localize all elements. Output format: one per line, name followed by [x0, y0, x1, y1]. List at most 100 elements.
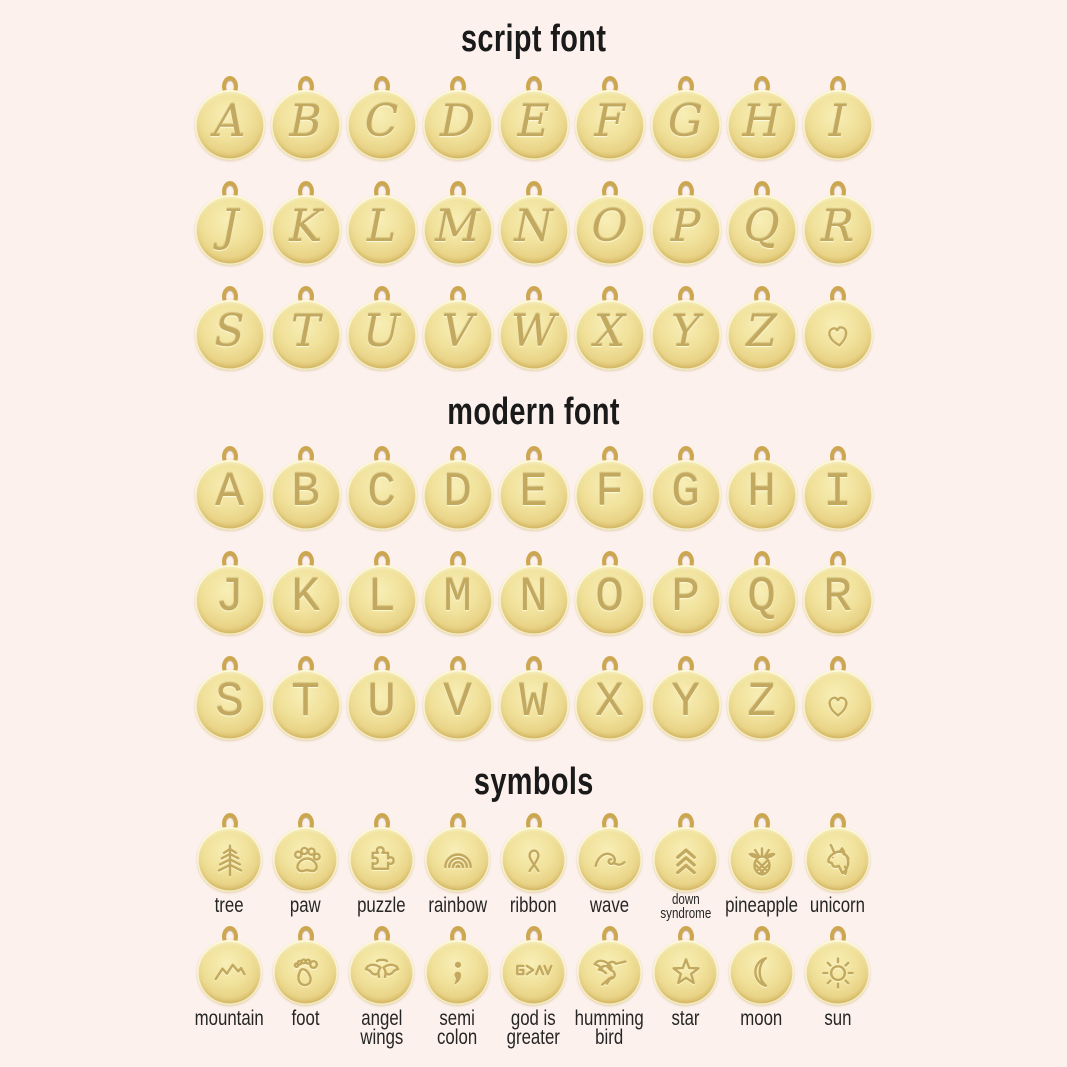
script-font-charms: A B C D E F G: [0, 75, 1067, 370]
charm-script-K: K: [268, 180, 344, 265]
charm-modern-M: M: [420, 551, 496, 636]
symbol-label: pineapple: [725, 894, 798, 918]
symbol-label: unicorn: [809, 894, 866, 918]
engraved-letter: K: [289, 201, 322, 253]
charm-script-H: H: [724, 75, 800, 160]
charm-script-U: U: [344, 285, 420, 370]
charm-disc: W: [498, 670, 569, 741]
symbol-label: god is greater: [506, 1006, 561, 1049]
charm-disc: A: [194, 89, 265, 160]
charm-disc: E: [498, 89, 569, 160]
charm-script-B: B: [268, 75, 344, 160]
charm-script-G: G: [648, 75, 724, 160]
charm-disc: [802, 299, 873, 370]
charm-modern-W: W: [496, 656, 572, 741]
semicolon-icon: [453, 961, 461, 985]
modern-row-1: A B C D E F G: [0, 446, 1067, 531]
charm-disc: [501, 939, 566, 1005]
unicorn-icon: [826, 843, 850, 875]
engraved-letter: H: [742, 96, 781, 148]
charm-disc: [273, 827, 338, 893]
charm-script-S: S: [192, 285, 268, 370]
symbols-title: symbols: [473, 761, 594, 804]
charm-script-J: J: [192, 180, 268, 265]
modern-row-3: S T U V W X Y: [0, 656, 1067, 741]
charm-disc: P: [650, 565, 721, 636]
charm-symbol-god-is-greater: god is greater: [496, 925, 572, 1049]
charm-disc: L: [346, 565, 417, 636]
hummingbird-icon: [593, 959, 627, 986]
charm-disc: N: [498, 565, 569, 636]
charm-disc: M: [422, 194, 493, 265]
engraved-letter: N: [514, 201, 553, 253]
symbol-label: sun: [823, 1006, 852, 1030]
engraved-letter: O: [591, 201, 628, 253]
pineapple-icon: [748, 846, 775, 876]
charm-disc: H: [726, 89, 797, 160]
charm-symbol-down-syndrome: down syndrome: [648, 813, 724, 922]
charm-disc: R: [802, 565, 873, 636]
charm-disc: G: [650, 460, 721, 531]
charm-disc: X: [574, 670, 645, 741]
engraved-letter: A: [213, 96, 246, 148]
symbol-label: humming bird: [574, 1006, 645, 1049]
charm-disc: O: [574, 194, 645, 265]
charm-modern-U: U: [344, 656, 420, 741]
charm-symbol-semicolon: semi colon: [420, 925, 496, 1048]
modern-row-2: J K L M N O P: [0, 551, 1067, 636]
charm-disc: [425, 939, 490, 1005]
engraved-letter: P: [670, 201, 701, 253]
charm-disc: Q: [726, 565, 797, 636]
engraved-letter: U: [367, 676, 396, 731]
charm-disc: [577, 827, 642, 893]
charm-script-I: I: [800, 75, 876, 160]
charm-disc: T: [270, 670, 341, 741]
charm-disc: [653, 827, 718, 893]
engraved-letter: N: [519, 571, 548, 626]
charm-symbol-wave: wave: [572, 813, 648, 922]
section-script-font: script font A B C D E F: [0, 0, 1067, 370]
symbol-label: wave: [589, 894, 630, 918]
foot-icon: [293, 958, 318, 987]
charm-disc: P: [650, 194, 721, 265]
charm-disc: W: [498, 299, 569, 370]
charm-symbol-moon: moon: [724, 925, 800, 1048]
charm-disc: F: [574, 89, 645, 160]
mountain-icon: [213, 963, 246, 981]
charm-modern-I: I: [800, 446, 876, 531]
engraved-letter: J: [215, 571, 244, 626]
charm-modern-Y: Y: [648, 656, 724, 741]
charm-disc: Y: [650, 299, 721, 370]
engraved-letter: T: [290, 306, 321, 358]
engraved-letter: I: [828, 96, 847, 148]
puzzle-icon: [370, 845, 395, 870]
engraved-letter: P: [671, 571, 700, 626]
charm-disc: V: [422, 299, 493, 370]
charm-disc: X: [574, 299, 645, 370]
engraved-letter: Q: [743, 201, 780, 253]
sun-icon: [821, 957, 854, 989]
engraved-letter: R: [820, 201, 855, 253]
charm-disc: [197, 827, 262, 893]
script-row-1: A B C D E F G: [0, 75, 1067, 160]
engraved-letter: M: [443, 571, 472, 626]
charm-symbol-pineapple: pineapple: [724, 813, 800, 922]
charm-disc: I: [802, 89, 873, 160]
heart-icon: [827, 325, 847, 347]
engraved-letter: G: [667, 96, 704, 148]
charm-disc: [802, 670, 873, 741]
charm-disc: C: [346, 460, 417, 531]
charm-script-Z: Z: [724, 285, 800, 370]
charm-modern-N: N: [496, 551, 572, 636]
script-row-2: J K L M N O P: [0, 180, 1067, 265]
star-icon: [671, 958, 700, 985]
engraved-letter: E: [517, 96, 550, 148]
charm-modern-T: T: [268, 656, 344, 741]
engraved-letter: C: [364, 96, 399, 148]
engraved-letter: B: [291, 466, 320, 521]
charm-script-O: O: [572, 180, 648, 265]
engraved-letter: B: [289, 96, 322, 148]
symbol-label: ribbon: [510, 894, 557, 918]
symbol-label: puzzle: [357, 894, 406, 918]
engraved-letter: O: [595, 571, 624, 626]
